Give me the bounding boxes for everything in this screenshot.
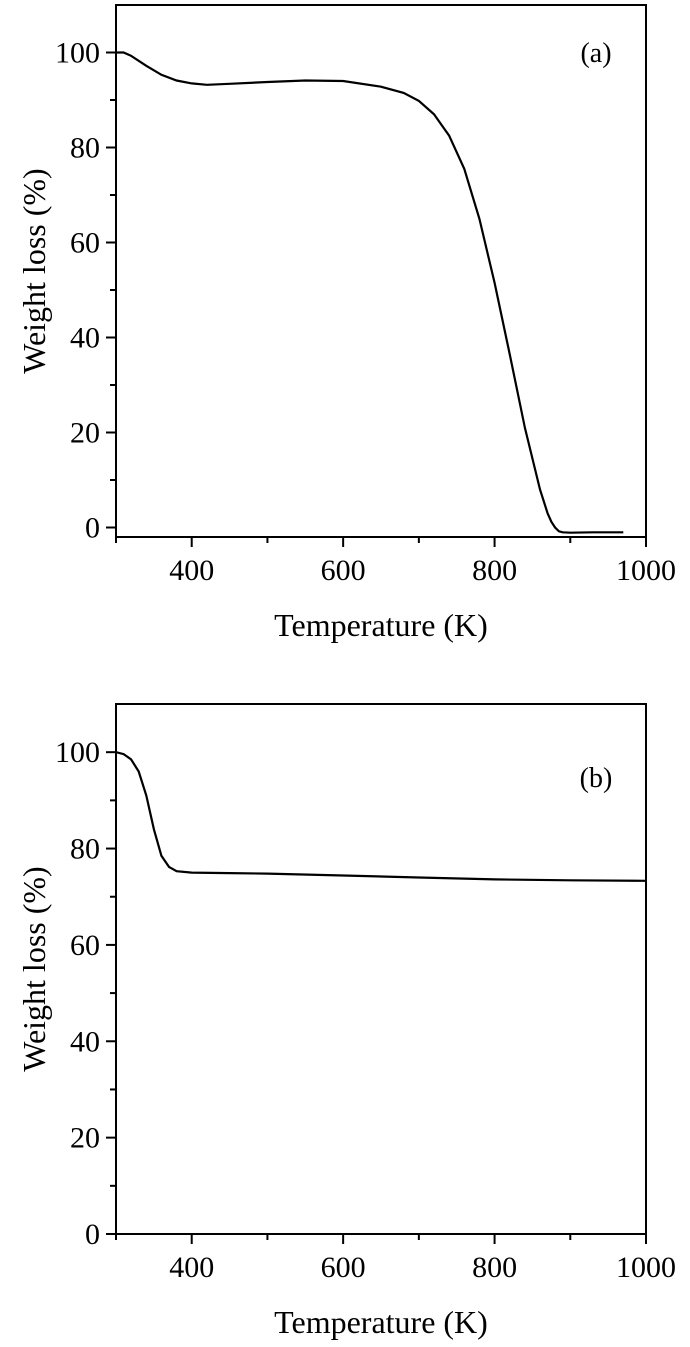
tick-marks <box>106 51 647 547</box>
y-axis-title: Weight loss (%) <box>16 866 52 1071</box>
y-tick-label: 80 <box>70 833 100 866</box>
y-tick-label: 100 <box>55 736 100 769</box>
plot-frame <box>115 703 647 1235</box>
x-axis-title: Temperature (K) <box>274 607 488 643</box>
x-tick-label: 1000 <box>616 554 676 587</box>
y-tick-label: 100 <box>55 37 100 70</box>
tick-labels: 400 600 800 1000 0 20 40 60 80 100 <box>55 736 676 1284</box>
y-tick-label: 20 <box>70 417 100 450</box>
x-tick-label: 600 <box>321 1251 366 1284</box>
x-tick-label: 400 <box>169 554 214 587</box>
y-tick-label: 0 <box>85 1218 100 1251</box>
x-tick-label: 800 <box>472 554 517 587</box>
x-tick-label: 400 <box>169 1251 214 1284</box>
y-tick-label: 0 <box>85 512 100 545</box>
panel-b: 400 600 800 1000 0 20 40 60 80 100 (b) Temperatur… <box>16 703 676 1340</box>
series-line <box>115 751 647 882</box>
y-tick-label: 20 <box>70 1122 100 1155</box>
y-axis-title: Weight loss (%) <box>16 168 52 373</box>
y-tick-label: 80 <box>70 132 100 165</box>
series-line <box>116 51 624 534</box>
y-tick-label: 60 <box>70 227 100 260</box>
panel-label: (b) <box>580 763 613 794</box>
x-tick-label: 800 <box>472 1251 517 1284</box>
y-tick-label: 40 <box>70 322 100 355</box>
x-axis-title: Temperature (K) <box>274 1304 488 1340</box>
y-tick-label: 60 <box>70 929 100 962</box>
x-tick-label: 600 <box>321 554 366 587</box>
x-tick-label: 1000 <box>616 1251 676 1284</box>
y-tick-label: 40 <box>70 1025 100 1058</box>
panel-a: 400 600 800 1000 0 20 40 60 80 100 (a) Temperatur… <box>16 4 676 643</box>
plot-frame <box>115 4 647 538</box>
tick-labels: 400 600 800 1000 0 20 40 60 80 100 <box>55 37 676 588</box>
panel-label: (a) <box>580 38 611 69</box>
tick-marks <box>106 751 647 1244</box>
